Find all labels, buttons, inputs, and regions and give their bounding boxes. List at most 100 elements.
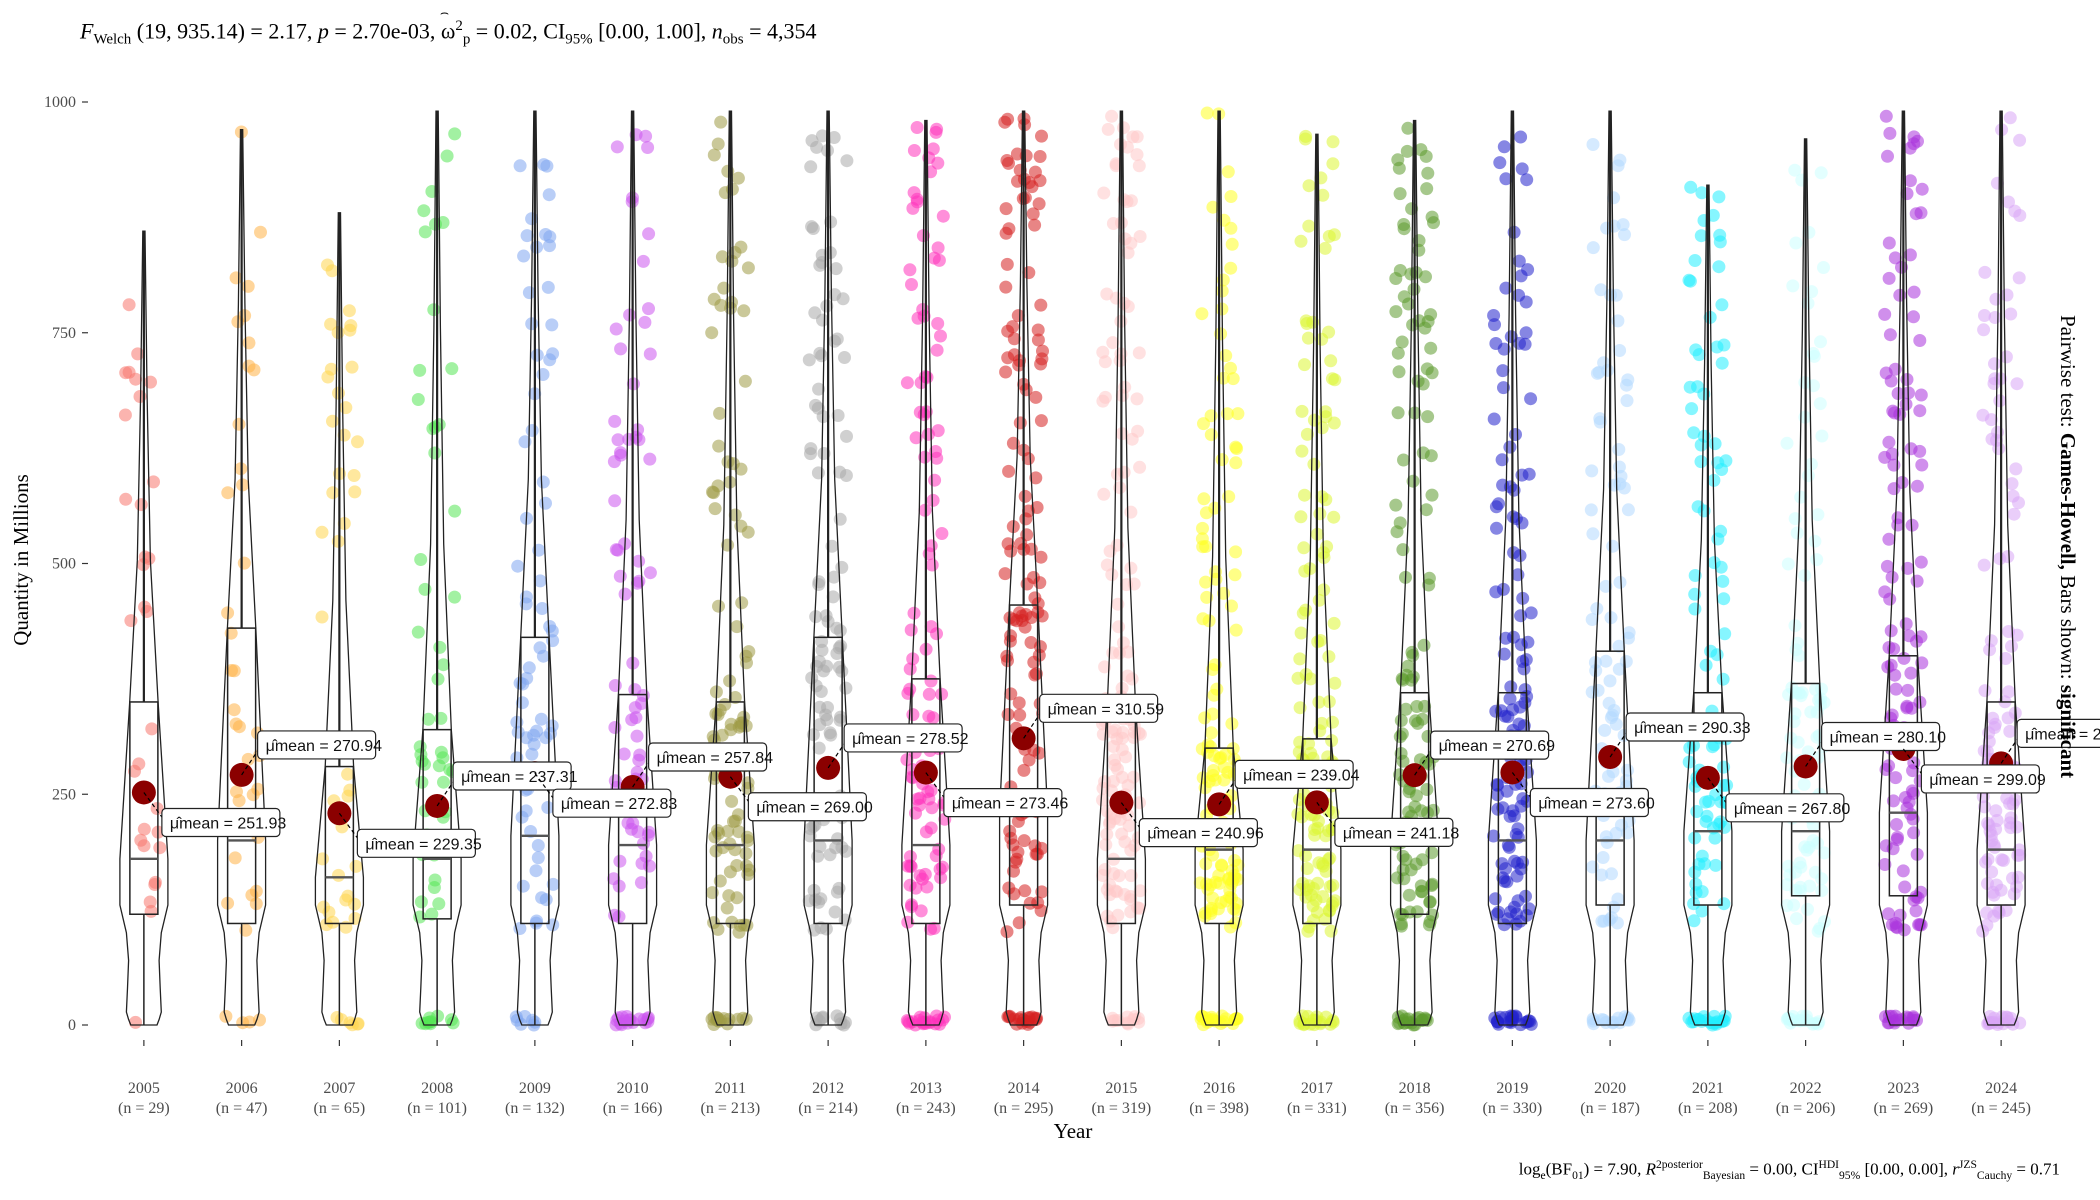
data-point xyxy=(544,726,557,740)
data-point xyxy=(1421,410,1435,424)
data-point xyxy=(928,473,942,487)
mean-label-text: μ̂mean = 240.96 xyxy=(1147,826,1264,843)
data-point xyxy=(1882,532,1896,546)
data-point xyxy=(347,469,361,482)
data-point xyxy=(1326,806,1340,820)
data-point xyxy=(1613,344,1627,357)
data-point xyxy=(411,393,425,406)
data-point xyxy=(1124,869,1138,883)
data-point xyxy=(1522,902,1536,916)
data-point xyxy=(1595,868,1609,882)
data-point xyxy=(631,576,644,590)
data-point xyxy=(1521,765,1535,779)
group-2012 xyxy=(802,110,854,1032)
data-point xyxy=(535,602,549,615)
group-2014 xyxy=(998,110,1050,1031)
data-point xyxy=(1914,555,1928,569)
data-point xyxy=(1026,207,1040,221)
data-point xyxy=(1687,914,1701,928)
data-point xyxy=(534,712,548,726)
data-point xyxy=(626,816,640,830)
data-point xyxy=(1012,916,1026,930)
group-2008 xyxy=(411,110,462,1031)
data-point xyxy=(1794,490,1808,504)
data-point xyxy=(1425,366,1439,380)
data-point xyxy=(1890,818,1903,831)
data-point xyxy=(1499,862,1512,876)
data-point xyxy=(533,641,547,655)
data-point xyxy=(129,372,143,386)
data-point xyxy=(1612,639,1626,653)
data-point xyxy=(1410,905,1424,919)
data-point xyxy=(1993,394,2007,408)
mean-label-box xyxy=(552,788,672,818)
data-point xyxy=(1322,650,1336,664)
data-point xyxy=(1420,783,1434,796)
data-point xyxy=(1006,838,1020,852)
data-point xyxy=(1402,297,1415,311)
data-point xyxy=(1034,298,1048,312)
data-point xyxy=(1599,654,1613,668)
data-point xyxy=(1406,670,1420,684)
x-tick-n: (n = 214) xyxy=(798,1100,858,1117)
data-point xyxy=(1879,109,1893,123)
data-point xyxy=(1098,775,1112,789)
data-point xyxy=(804,160,818,174)
x-tick-label: 2008 xyxy=(421,1080,453,1097)
data-point xyxy=(610,140,624,154)
data-point xyxy=(1718,1009,1732,1023)
data-point xyxy=(1215,453,1229,467)
data-point xyxy=(926,493,940,507)
group-2015 xyxy=(1096,109,1147,1031)
data-point xyxy=(1521,635,1535,649)
data-point xyxy=(740,830,754,844)
data-point xyxy=(546,877,560,891)
data-point xyxy=(1133,230,1147,243)
data-point xyxy=(813,840,827,853)
data-point xyxy=(1035,129,1048,143)
data-point xyxy=(543,353,557,367)
data-point xyxy=(613,569,627,583)
data-point xyxy=(804,447,817,461)
x-tick-label: 2006 xyxy=(226,1080,258,1097)
data-point xyxy=(1519,295,1533,309)
data-point xyxy=(1400,144,1414,158)
data-point xyxy=(1788,707,1802,721)
group-2005 xyxy=(118,230,169,1029)
mean-label: μ̂mean = 229.35 xyxy=(338,812,482,858)
data-point xyxy=(345,360,359,374)
mean-point xyxy=(1011,726,1036,751)
data-point xyxy=(1214,327,1228,341)
data-point xyxy=(924,620,938,634)
data-point xyxy=(413,363,427,377)
data-point xyxy=(1193,876,1207,890)
data-point xyxy=(1326,157,1340,171)
data-point xyxy=(1886,794,1900,808)
data-point xyxy=(1700,809,1714,823)
data-point xyxy=(812,578,826,591)
data-point xyxy=(237,556,251,570)
data-point xyxy=(1789,236,1803,250)
data-point xyxy=(145,722,159,736)
mean-label-text: μ̂mean = 280.10 xyxy=(1830,729,1947,746)
data-point xyxy=(1317,583,1331,597)
data-point xyxy=(712,826,726,840)
data-point xyxy=(1199,575,1213,589)
data-point xyxy=(812,382,826,396)
data-point xyxy=(153,841,167,855)
data-point xyxy=(1292,844,1305,858)
data-point xyxy=(1903,174,1917,188)
x-tick-label: 2015 xyxy=(1105,1080,1137,1097)
data-point xyxy=(1488,892,1502,906)
data-point xyxy=(1322,325,1336,339)
data-point xyxy=(1200,590,1214,604)
data-point xyxy=(632,753,646,767)
data-point xyxy=(1229,456,1243,470)
data-point xyxy=(1113,481,1127,495)
data-point xyxy=(1612,443,1626,456)
data-point xyxy=(542,188,556,202)
data-point xyxy=(1815,872,1829,886)
data-point xyxy=(813,718,827,732)
data-point xyxy=(1717,779,1731,792)
data-point xyxy=(1979,855,1993,869)
